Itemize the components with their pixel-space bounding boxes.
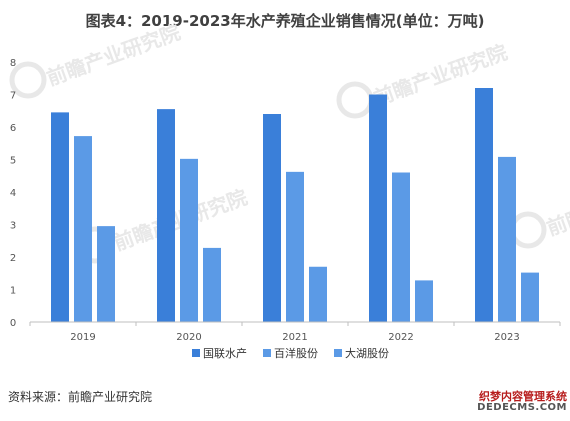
source-note: 资料来源：前瞻产业研究院 [8,390,153,404]
bar-2023-series-3 [521,272,539,322]
bars [51,88,539,322]
y-tick-label: 4 [10,188,16,199]
legend-label: 百洋股份 [274,346,318,360]
bar-2019-series-1 [51,112,69,322]
bar-2020-series-2 [180,158,198,322]
bar-2021-series-1 [263,114,281,322]
x-tick-label: 2020 [176,332,201,343]
y-tick-label: 8 [10,58,16,69]
bar-2019-series-2 [74,136,92,322]
corner-watermark-logo: 织梦内容管理系统 DEDECMS.COM [445,388,567,416]
x-tick-label: 2019 [70,332,95,343]
y-tick-label: 6 [10,123,16,134]
x-tick-label: 2021 [282,332,307,343]
x-tick-label: 2022 [388,332,413,343]
corner-watermark-domain: DEDECMS.COM [477,402,567,413]
y-tick-label: 0 [10,318,16,329]
x-axis: 2019 2020 2021 2022 2023 [29,322,561,343]
watermark-logo: 前瞻产业研究院 [9,20,184,99]
legend: 国联水产 百洋股份 大湖股份 [192,346,389,360]
bar-2020-series-3 [203,247,221,322]
bar-2023-series-1 [475,88,493,322]
chart-title: 图表4：2019-2023年水产养殖企业销售情况(单位：万吨) [85,12,485,30]
y-tick-label: 3 [10,221,16,232]
corner-watermark-text: 织梦内容管理系统 [479,390,567,403]
legend-swatch [263,349,271,357]
legend-swatch [334,349,342,357]
y-tick-label: 7 [10,91,16,102]
bar-2021-series-3 [309,266,327,322]
svg-text:前瞻产业研究院: 前瞻产业研究院 [44,20,184,90]
y-tick-label: 2 [10,253,16,264]
legend-swatch [192,349,200,357]
watermark-logo: 前瞻产业研究院 [509,170,570,249]
x-tick-label: 2023 [494,332,519,343]
bar-2022-series-3 [415,280,433,322]
y-tick-label: 1 [10,286,16,297]
bar-2023-series-2 [498,156,516,322]
legend-label: 大湖股份 [345,346,389,360]
bar-2022-series-1 [369,94,387,322]
legend-label: 国联水产 [203,346,247,360]
y-tick-label: 5 [10,156,16,167]
svg-text:前瞻产业研究院: 前瞻产业研究院 [544,170,570,240]
y-axis: 0 1 2 3 4 5 6 7 8 [10,58,16,329]
bar-2019-series-3 [97,226,115,322]
bar-2020-series-1 [157,109,175,322]
bar-2021-series-2 [286,171,304,322]
bar-2022-series-2 [392,172,410,322]
